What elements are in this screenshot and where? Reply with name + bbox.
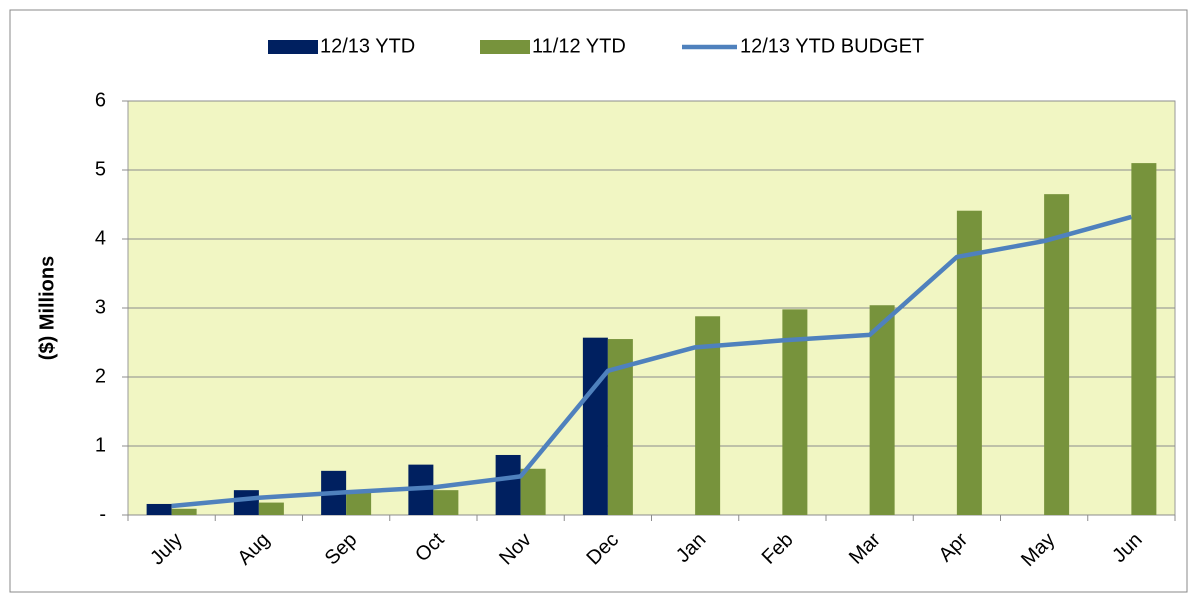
bar <box>782 309 808 515</box>
bar <box>433 490 459 515</box>
legend-swatch <box>480 40 530 54</box>
line <box>171 214 1132 509</box>
y-tick-label: 1 <box>95 434 106 456</box>
bar <box>233 490 259 515</box>
y-axis-label: ($) Millions <box>36 256 58 360</box>
legend-label: 12/13 YTD BUDGET <box>740 35 924 57</box>
bar <box>956 210 982 515</box>
legend-label: 12/13 YTD <box>320 35 415 57</box>
bar <box>1044 194 1070 515</box>
bar <box>146 503 172 515</box>
bar <box>695 316 721 515</box>
bar <box>495 454 521 515</box>
legend-swatch <box>268 40 318 54</box>
bar <box>1131 163 1157 515</box>
y-tick-label: 3 <box>95 296 106 318</box>
y-tick-label: 4 <box>95 227 106 249</box>
y-tick-label: - <box>99 503 106 525</box>
bar <box>520 468 546 515</box>
y-tick-label: 2 <box>95 365 106 387</box>
bar <box>582 337 608 515</box>
legend-label: 11/12 YTD <box>532 35 626 57</box>
y-tick-label: 6 <box>95 89 106 111</box>
bar <box>171 508 197 515</box>
bar <box>258 502 284 515</box>
bar <box>346 492 372 515</box>
y-tick-label: 5 <box>95 158 106 180</box>
bar <box>869 305 895 515</box>
